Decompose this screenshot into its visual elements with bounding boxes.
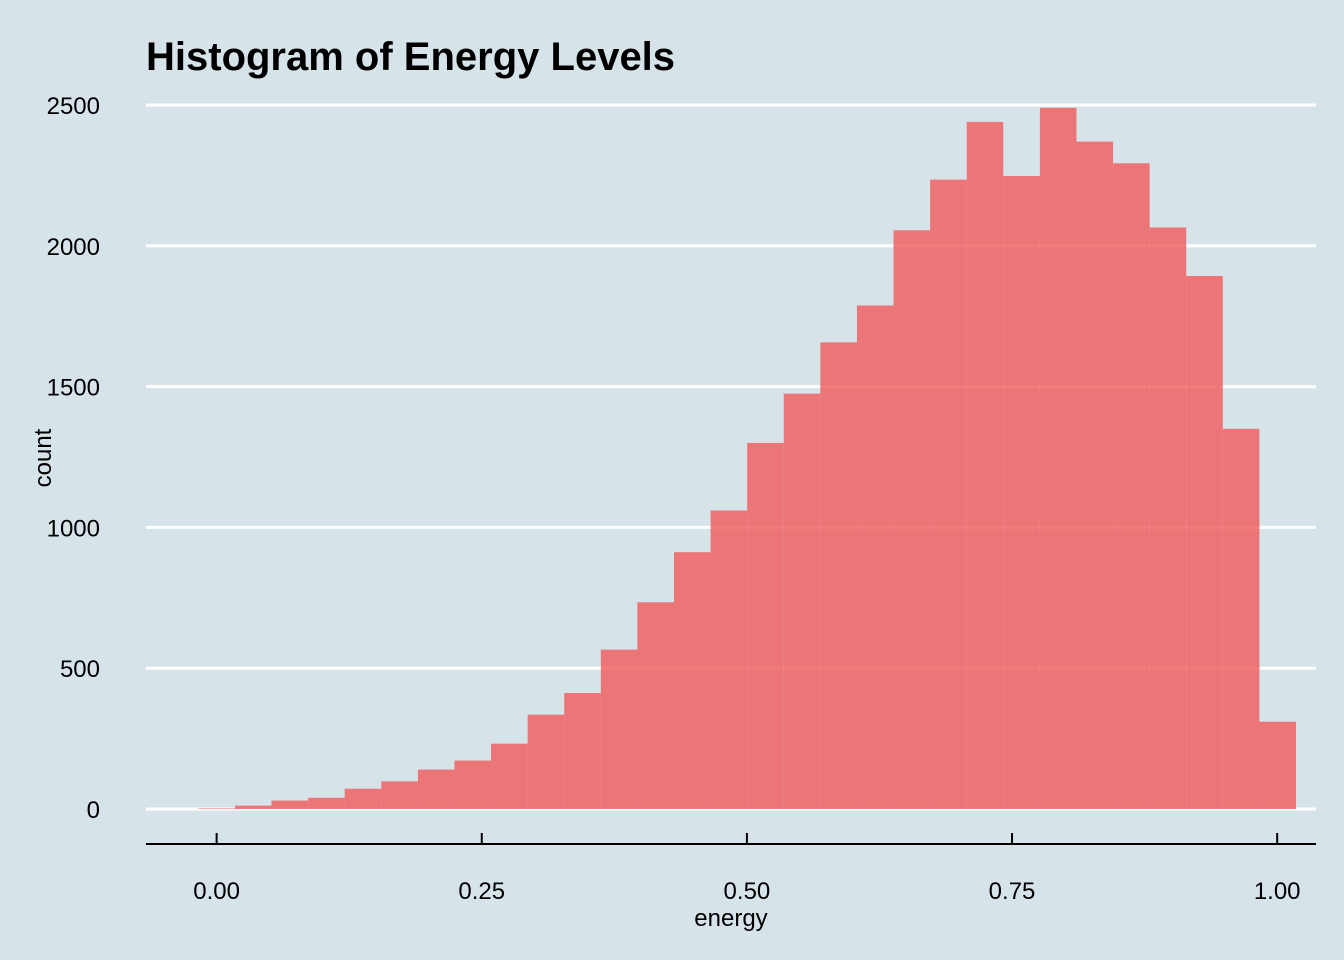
- histogram-bar: [417, 769, 455, 809]
- histogram-bar: [454, 760, 492, 809]
- histogram-bar: [234, 805, 272, 809]
- chart-title: Histogram of Energy Levels: [146, 35, 675, 79]
- histogram-bar: [783, 393, 821, 809]
- x-axis-title: energy: [694, 905, 767, 932]
- histogram-bar: [1186, 275, 1223, 809]
- histogram-bars: [198, 107, 1297, 810]
- x-tick-label: 0.75: [989, 878, 1036, 905]
- histogram-bar: [637, 602, 674, 809]
- histogram-bar: [820, 342, 857, 809]
- histogram-bar: [1149, 227, 1187, 810]
- histogram-bar: [344, 788, 382, 809]
- y-tick-label: 2500: [47, 93, 100, 120]
- histogram-bar: [600, 649, 638, 809]
- histogram-bar: [271, 800, 309, 809]
- histogram-bar: [673, 552, 711, 809]
- y-tick-label: 0: [87, 797, 100, 824]
- y-tick-label: 1500: [47, 375, 100, 402]
- histogram-bar: [930, 179, 967, 809]
- histogram-bar: [966, 121, 1004, 809]
- histogram-bar: [893, 230, 931, 809]
- histogram-bar: [308, 797, 345, 809]
- x-tick-label: 1.00: [1254, 878, 1301, 905]
- x-axis-ticks: 0.00 0.25 0.50 0.75 1.00: [193, 833, 1301, 905]
- y-tick-label: 2000: [47, 234, 100, 261]
- histogram-bar: [1113, 163, 1150, 809]
- histogram-bar: [1039, 107, 1077, 810]
- histogram-bar: [564, 692, 601, 809]
- y-tick-label: 500: [60, 656, 100, 683]
- x-tick-label: 0.00: [193, 878, 240, 905]
- histogram-bar: [198, 808, 235, 809]
- histogram-bar: [1259, 721, 1297, 809]
- histogram-bar: [491, 743, 528, 809]
- histogram-bar: [747, 442, 784, 809]
- y-axis-title: count: [30, 428, 57, 487]
- histogram-bar: [1222, 428, 1260, 809]
- histogram-bar: [527, 714, 565, 809]
- histogram-bar: [1076, 141, 1114, 809]
- histogram-bar: [1003, 175, 1040, 809]
- histogram-bar: [856, 305, 894, 809]
- x-tick-label: 0.50: [724, 878, 771, 905]
- y-tick-label: 1000: [47, 515, 100, 542]
- y-axis-ticks: 0 500 1000 1500 2000 2500: [47, 93, 100, 824]
- histogram-bar: [710, 510, 748, 809]
- x-tick-label: 0.25: [458, 878, 505, 905]
- histogram-bar: [381, 781, 418, 809]
